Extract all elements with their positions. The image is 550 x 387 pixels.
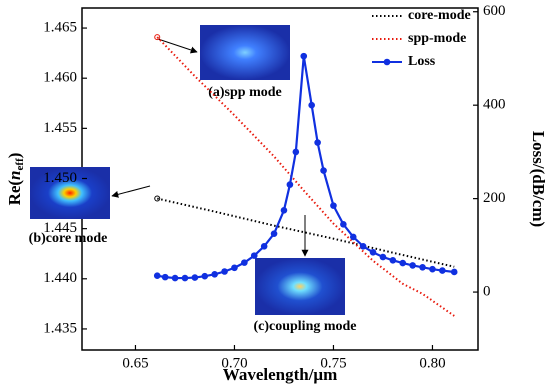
point xyxy=(250,252,258,259)
inset-b xyxy=(30,167,110,219)
legend-marker xyxy=(383,58,391,66)
series-line xyxy=(157,55,455,280)
point xyxy=(191,274,199,281)
point xyxy=(419,264,426,271)
insets xyxy=(30,25,345,315)
point xyxy=(300,52,308,60)
point xyxy=(286,181,294,188)
y2-tick-label: 200 xyxy=(483,190,506,206)
x-tick-label: 0.70 xyxy=(221,355,247,371)
x-axis-label: Wavelength/μm xyxy=(223,365,337,384)
point xyxy=(320,167,327,174)
point xyxy=(389,256,397,264)
point xyxy=(359,242,367,250)
point xyxy=(308,101,315,109)
point xyxy=(201,272,209,280)
y-axis-label: Re(neff) xyxy=(5,153,26,206)
point xyxy=(314,139,321,146)
point xyxy=(379,253,387,261)
y2-tick-label: 0 xyxy=(483,284,491,300)
legend-label: Loss xyxy=(408,54,436,69)
series-line xyxy=(157,197,455,268)
point xyxy=(270,230,278,237)
y-tick-label: 1.465 xyxy=(43,19,77,35)
point xyxy=(181,274,189,282)
point xyxy=(330,202,337,209)
point xyxy=(349,233,357,241)
legend-label: spp-mode xyxy=(408,31,466,46)
point xyxy=(280,207,288,214)
start-marker xyxy=(154,34,161,41)
y2-tick-label: 600 xyxy=(483,3,506,19)
annotation: (b)core mode xyxy=(29,231,108,246)
point xyxy=(241,259,248,266)
point xyxy=(171,274,179,282)
point xyxy=(429,265,436,273)
y-tick-label: 1.440 xyxy=(43,270,77,286)
y-tick-label: 1.460 xyxy=(43,70,77,86)
point xyxy=(409,262,416,269)
point xyxy=(231,264,238,272)
point xyxy=(340,221,347,228)
point xyxy=(450,268,458,276)
point xyxy=(292,148,300,156)
point xyxy=(399,259,407,267)
annotation: (a)spp mode xyxy=(208,85,282,100)
point xyxy=(211,271,218,278)
point xyxy=(439,267,446,274)
x-tick-label: 0.80 xyxy=(419,355,445,371)
y2-axis-label: Loss/(dB/cm) xyxy=(529,131,548,227)
point xyxy=(161,273,169,281)
legend-label: core-mode xyxy=(408,8,471,23)
point xyxy=(369,249,377,256)
point xyxy=(221,268,228,275)
point xyxy=(260,242,268,250)
point xyxy=(153,272,161,280)
y-tick-label: 1.450 xyxy=(43,170,77,186)
inset-c xyxy=(255,258,345,315)
y-tick-label: 1.445 xyxy=(43,220,77,236)
y2-tick-label: 400 xyxy=(483,97,506,113)
annotation: (c)coupling mode xyxy=(253,319,356,334)
arrow xyxy=(111,185,151,198)
arrow xyxy=(157,38,198,54)
inset-a xyxy=(200,25,290,80)
x-tick-label: 0.65 xyxy=(122,355,148,371)
start-marker xyxy=(154,195,161,202)
y-tick-label: 1.455 xyxy=(43,120,77,136)
x-tick-label: 0.75 xyxy=(320,355,346,371)
y-tick-label: 1.435 xyxy=(43,320,77,336)
